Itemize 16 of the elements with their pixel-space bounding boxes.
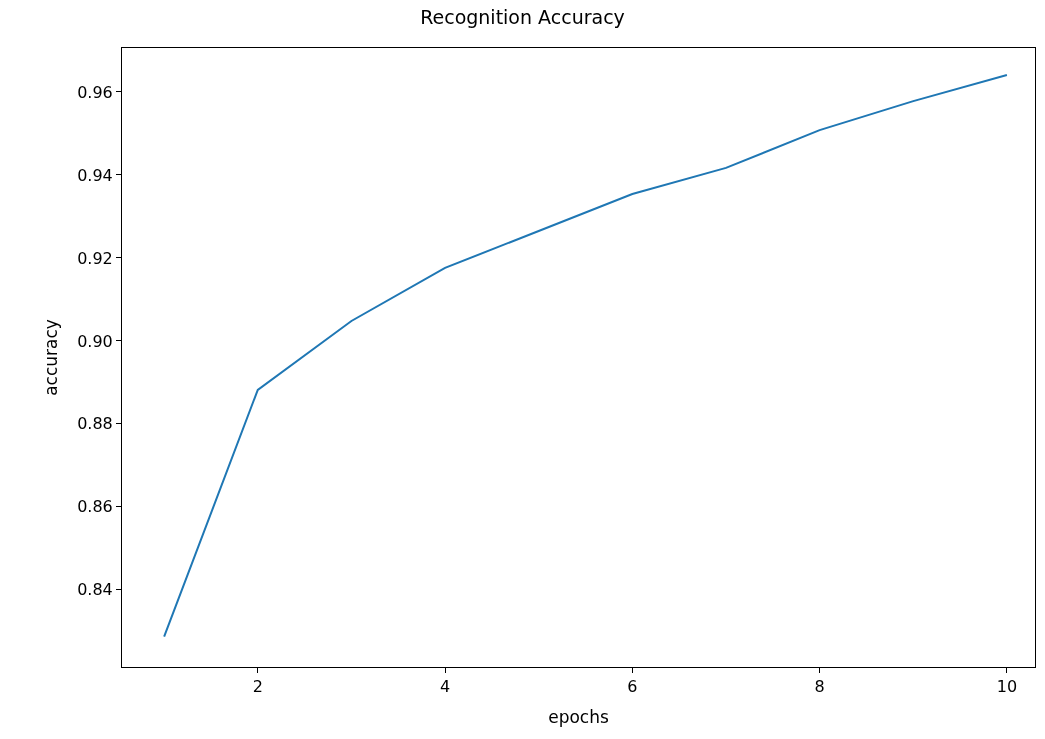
x-tick-label: 2 [252,677,263,697]
x-tick-label: 4 [439,677,451,697]
y-axis-title: accuracy [40,319,61,396]
y-tick-label: 0.92 [77,248,113,268]
x-tick-label: 6 [627,677,638,697]
line-series [163,73,1008,638]
y-tick-label: 0.84 [77,580,113,600]
y-tick-label: 0.88 [77,414,113,434]
y-tick-label: 0.86 [77,497,113,517]
x-tick-label: 10 [996,677,1018,697]
chart-title: Recognition Accuracy [420,6,625,29]
y-tick-label: 0.90 [77,331,113,351]
y-tick-label: 0.96 [77,82,113,102]
x-tick-label: 8 [814,677,825,697]
x-axis-title: epochs [548,706,609,727]
y-tick-label: 0.94 [77,165,113,185]
